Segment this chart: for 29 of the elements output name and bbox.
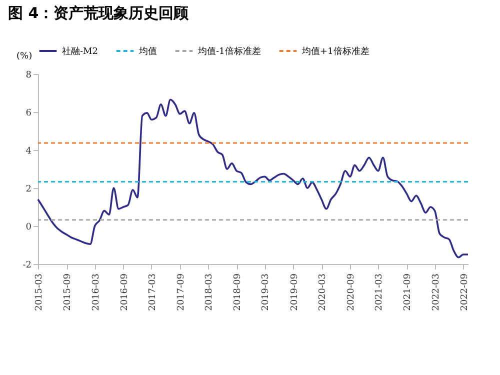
x-tick-label: 2015-03 <box>34 273 44 311</box>
x-tick-label: 2015-09 <box>63 273 74 311</box>
y-tick-label: 2 <box>26 184 32 194</box>
x-tick-label: 2021-03 <box>374 273 385 311</box>
x-tick-label: 2022-09 <box>460 273 470 311</box>
y-tick-label: 0 <box>26 222 32 232</box>
x-tick-label: 2020-09 <box>346 273 357 311</box>
y-tick-label: -2 <box>22 260 32 270</box>
legend-label: 均值-1倍标准差 <box>197 46 261 57</box>
x-tick-label: 2021-09 <box>403 273 414 311</box>
x-tick-label: 2017-03 <box>148 273 158 311</box>
y-tick-label: 4 <box>26 146 32 156</box>
x-tick-label: 2022-03 <box>431 273 442 311</box>
chart-title: 图 4：资产荒现象历史回顾 <box>8 4 190 22</box>
legend-label: 均值 <box>138 46 157 57</box>
y-tick-label: 6 <box>26 108 32 118</box>
line-series <box>37 98 469 258</box>
x-tick-label: 2017-09 <box>176 273 186 311</box>
y-tick-label: 8 <box>26 70 32 80</box>
legend-label: 均值+1倍标准差 <box>301 46 370 57</box>
x-tick-label: 2019-03 <box>261 273 272 311</box>
x-tick-label: 2016-03 <box>91 273 102 311</box>
x-tick-label: 2018-03 <box>204 273 215 311</box>
legend-label: 社融-M2 <box>62 46 98 57</box>
x-tick-label: 2016-09 <box>120 273 130 311</box>
y-axis-title: (%) <box>16 52 32 62</box>
x-tick-label: 2018-09 <box>233 273 244 311</box>
x-tick-label: 2019-09 <box>290 273 300 311</box>
x-tick-label: 2020-03 <box>318 273 328 311</box>
